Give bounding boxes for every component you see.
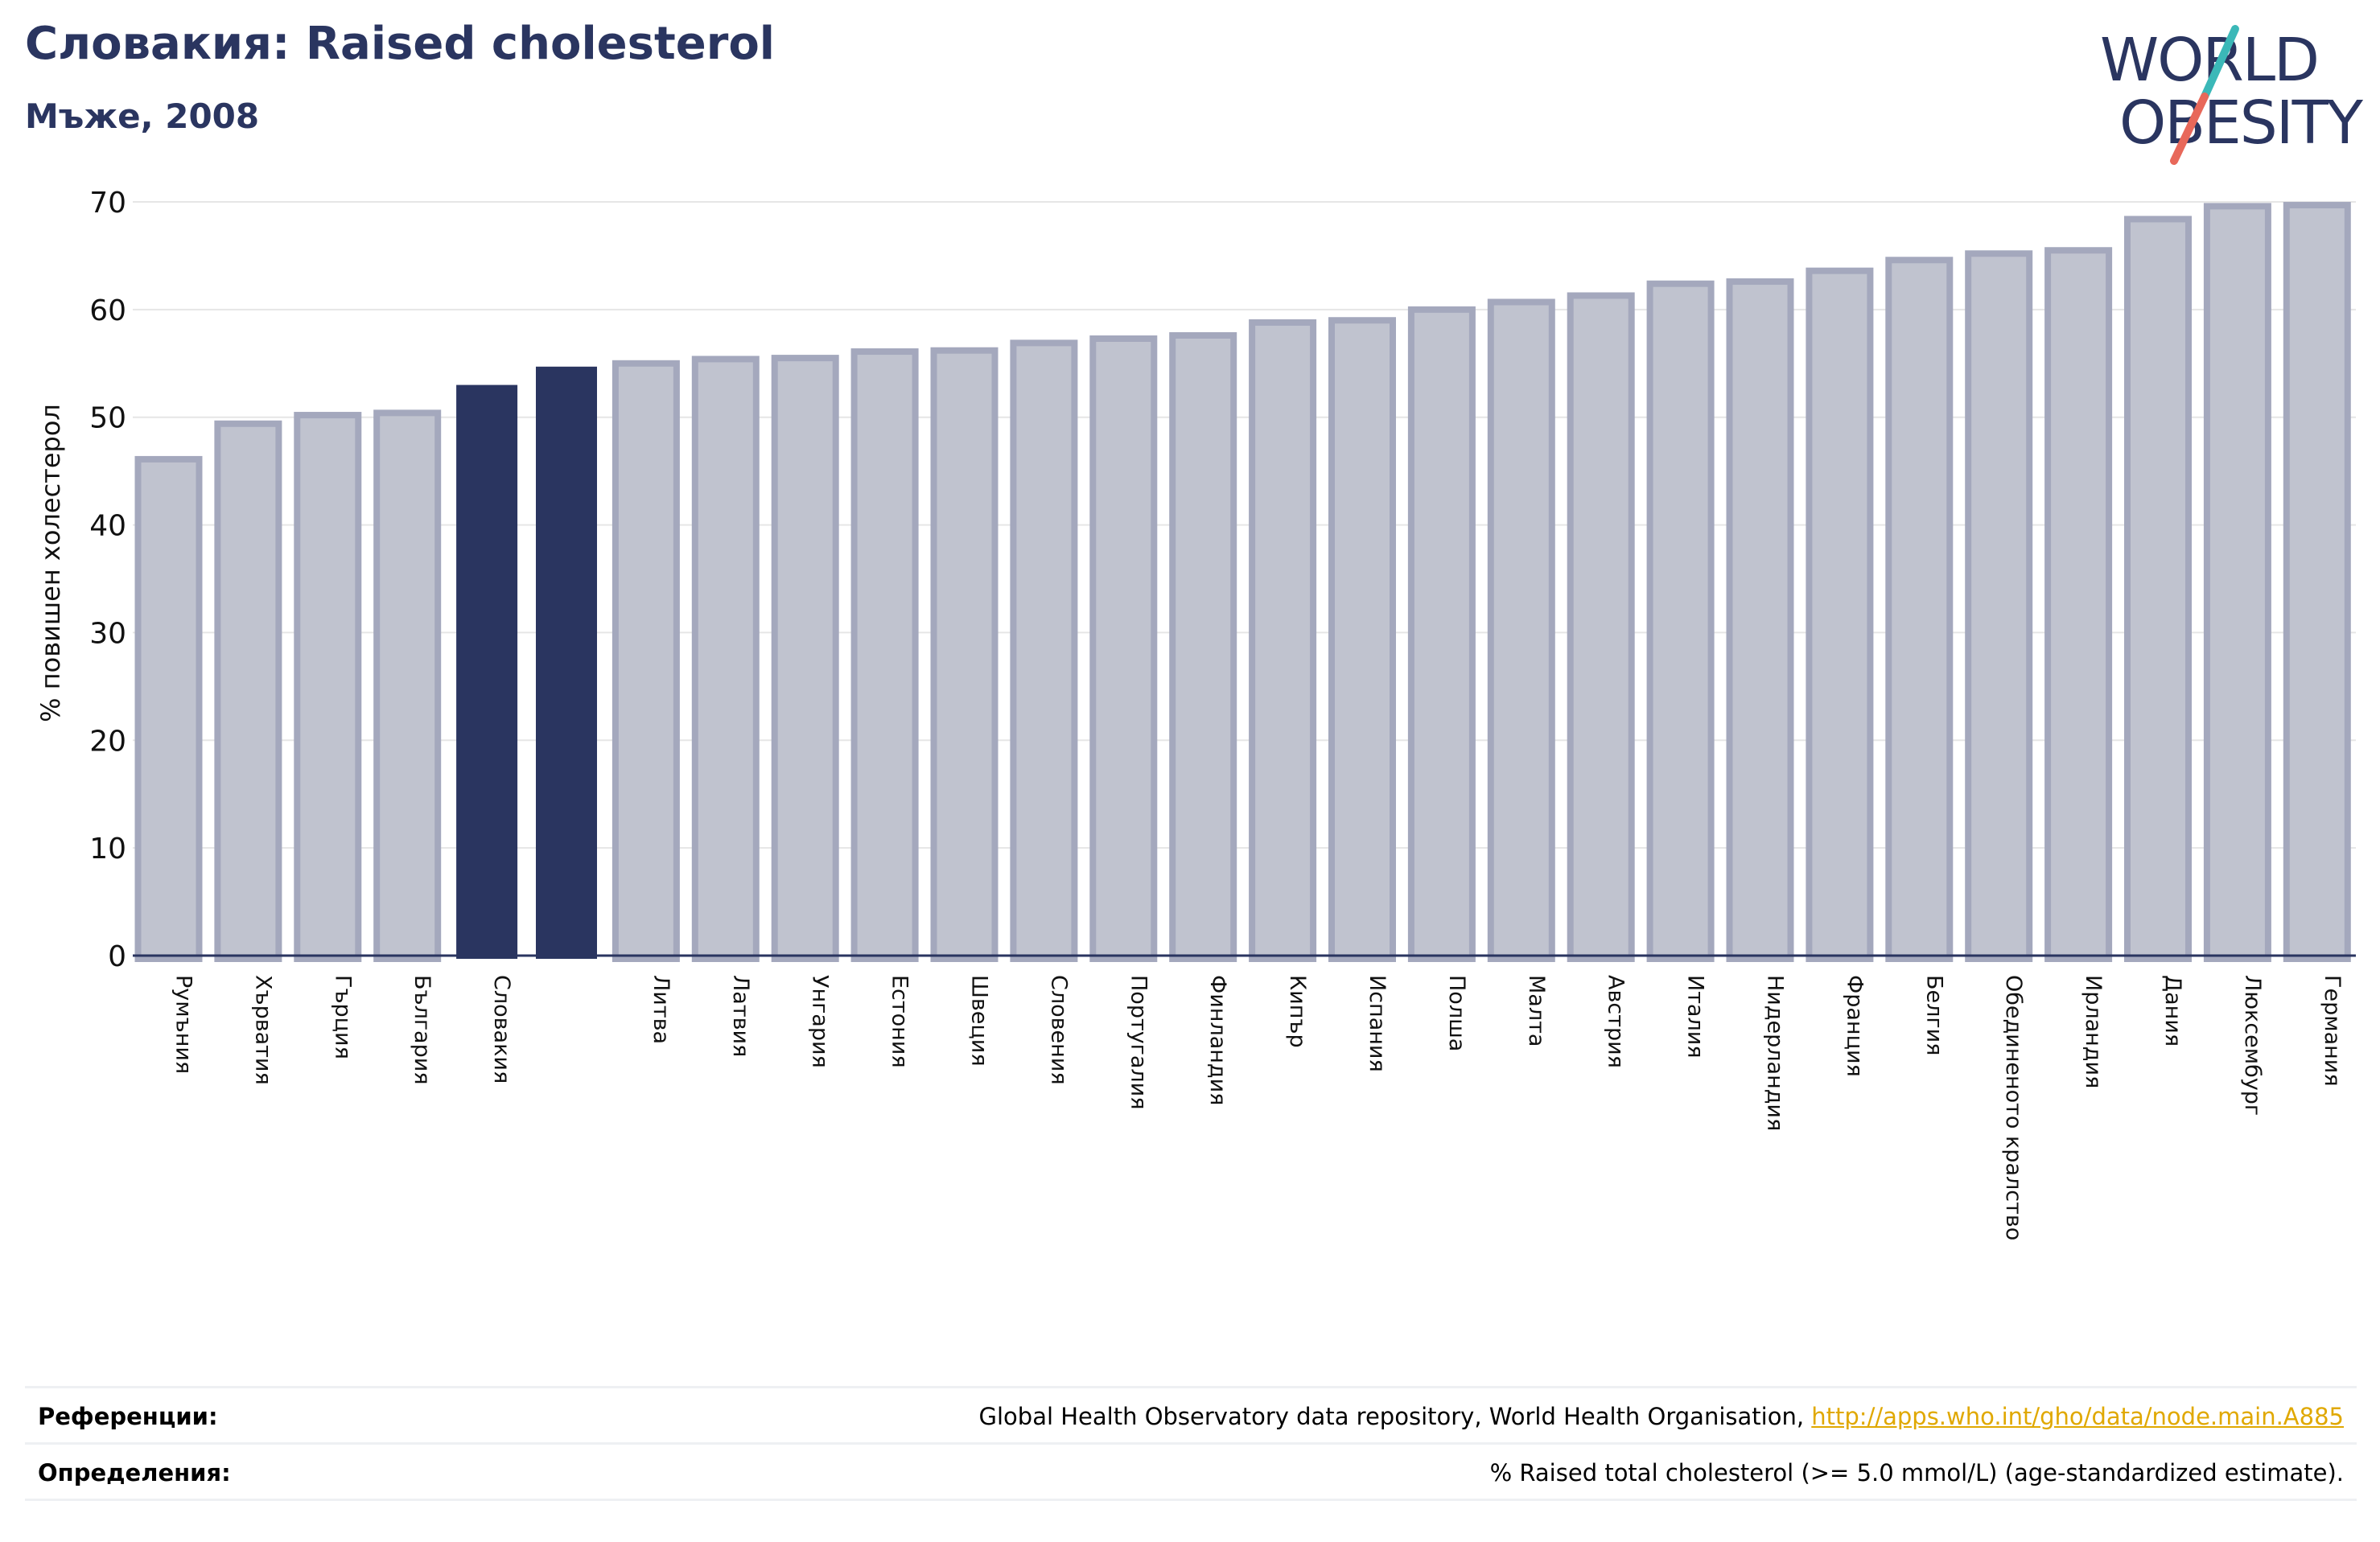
bar: Германия: 69.7 <box>2283 202 2351 963</box>
references-link[interactable]: http://apps.who.int/gho/data/node.main.A… <box>1811 1403 2344 1430</box>
y-tick-label: 60 <box>89 294 126 327</box>
bar: Естония: 56.1 <box>850 348 919 963</box>
bar: Швеция: 56.2 <box>930 347 999 963</box>
x-tick-label: Белгия <box>1921 975 1946 1055</box>
x-tick-label: България <box>410 975 434 1085</box>
x-tick-label: Естония <box>887 975 912 1068</box>
y-tick-label: 0 <box>108 940 126 973</box>
x-tick-label: Испания <box>1365 975 1390 1072</box>
x-tick-label: Швеция <box>967 975 992 1067</box>
logo-word-obesity: OBESITY <box>2119 88 2364 158</box>
bar: Румъния: 46.1 <box>134 455 203 962</box>
y-tick-label: 50 <box>89 402 126 435</box>
footer-divider <box>25 1499 2357 1501</box>
references-row: Референции: Global Health Observatory da… <box>25 1386 2357 1442</box>
axes: 0 10 20 30 40 50 60 70 <box>89 187 2356 973</box>
bar: Финландия: 57.6 <box>1169 331 1237 962</box>
x-tick-label: Ирландия <box>2081 975 2106 1088</box>
bar: Кипър: 58.8 <box>1249 319 1317 963</box>
bar: Хърватия: 49.4 <box>214 420 282 962</box>
definitions-row: Определения: % Raised total cholesterol … <box>25 1442 2357 1499</box>
references-label: Референции: <box>38 1403 218 1430</box>
references-text: Global Health Observatory data repositor… <box>978 1403 1812 1430</box>
x-tick-label: Австрия <box>1604 975 1629 1068</box>
x-tick-label: Люксембург <box>2240 975 2265 1116</box>
bar-chart: Румъния: 46.1Хърватия: 49.4Гърция: 50.2Б… <box>35 187 2356 1240</box>
bar: България: 50.4 <box>373 409 442 962</box>
bar: Гърция: 50.2 <box>294 412 362 962</box>
x-tick-label: Полша <box>1444 975 1469 1051</box>
x-tick-label: Кипър <box>1285 975 1310 1048</box>
x-tick-label: Румъния <box>171 975 196 1074</box>
bar: Унгария: 55.5 <box>771 355 839 963</box>
y-tick-label: 30 <box>89 617 126 650</box>
x-tick-label: Германия <box>2320 975 2345 1087</box>
y-tick-label: 10 <box>89 833 126 866</box>
x-tick-label: Латвия <box>728 975 753 1057</box>
bar: Италия: 62.4 <box>1646 280 1715 962</box>
bar: Белгия: 64.6 <box>1885 257 1954 963</box>
x-tick-label: Унгария <box>808 975 833 1068</box>
bar: Нидерландия: 62.6 <box>1726 278 1794 963</box>
x-tick-label: Гърция <box>330 975 355 1059</box>
chart-title: Словакия: Raised cholesterol <box>25 18 775 70</box>
x-tick-label: Италия <box>1683 975 1708 1059</box>
bar: Португалия: 57.3 <box>1089 335 1158 962</box>
x-tick-label: Дания <box>2160 975 2185 1047</box>
references-value: Global Health Observatory data repositor… <box>979 1403 2344 1430</box>
y-axis-label: % повишен холестерол <box>35 404 66 722</box>
bar: Франция: 63.6 <box>1806 267 1874 962</box>
category-labels: Румъния Хърватия Гърция България Словакия Лит… <box>171 975 2345 1240</box>
definitions-value: % Raised total cholesterol (>= 5.0 mmol/… <box>1489 1459 2344 1486</box>
bars: Румъния: 46.1Хърватия: 49.4Гърция: 50.2Б… <box>134 202 2351 963</box>
bar: : 54.7 <box>536 366 597 960</box>
x-tick-label: Нидерландия <box>1763 975 1788 1131</box>
bar: Испания: 59 <box>1328 317 1396 962</box>
x-tick-label: Хърватия <box>250 975 275 1085</box>
y-tick-label: 40 <box>89 510 126 543</box>
x-tick-label: Португалия <box>1126 975 1151 1109</box>
bar: Словакия: 53 <box>456 384 518 959</box>
x-tick-label: Обединеното кралство <box>2001 975 2026 1240</box>
x-tick-label: Словакия <box>489 975 514 1084</box>
bar: Латвия: 55.4 <box>691 356 760 962</box>
y-tick-label: 70 <box>89 187 126 220</box>
x-tick-label: Словения <box>1046 975 1071 1085</box>
y-tick-label: 20 <box>89 725 126 758</box>
bar: Обединеното кралство: 65.2 <box>1965 250 2033 963</box>
bar: Австрия: 61.3 <box>1567 292 1635 963</box>
bar: Полша: 60 <box>1407 306 1476 963</box>
logo-slash-teal <box>2201 25 2239 101</box>
bar: Ирландия: 65.5 <box>2044 247 2113 962</box>
world-obesity-logo: WORLD OBESITY <box>2100 25 2366 165</box>
x-tick-label: Литва <box>649 975 673 1044</box>
bar: Люксембург: 69.6 <box>2203 203 2271 962</box>
x-tick-label: Франция <box>1842 975 1867 1077</box>
logo-slash-coral <box>2170 93 2209 165</box>
bar: Малта: 60.7 <box>1487 298 1555 963</box>
x-tick-label: Финландия <box>1205 975 1230 1105</box>
chart-subtitle: Мъже, 2008 <box>25 97 260 136</box>
bar: Словения: 56.9 <box>1010 339 1078 962</box>
bar: Дания: 68.4 <box>2124 216 2192 963</box>
definitions-label: Определения: <box>38 1459 231 1486</box>
x-tick-label: Малта <box>1524 975 1549 1047</box>
bar: Литва: 55 <box>611 360 680 962</box>
